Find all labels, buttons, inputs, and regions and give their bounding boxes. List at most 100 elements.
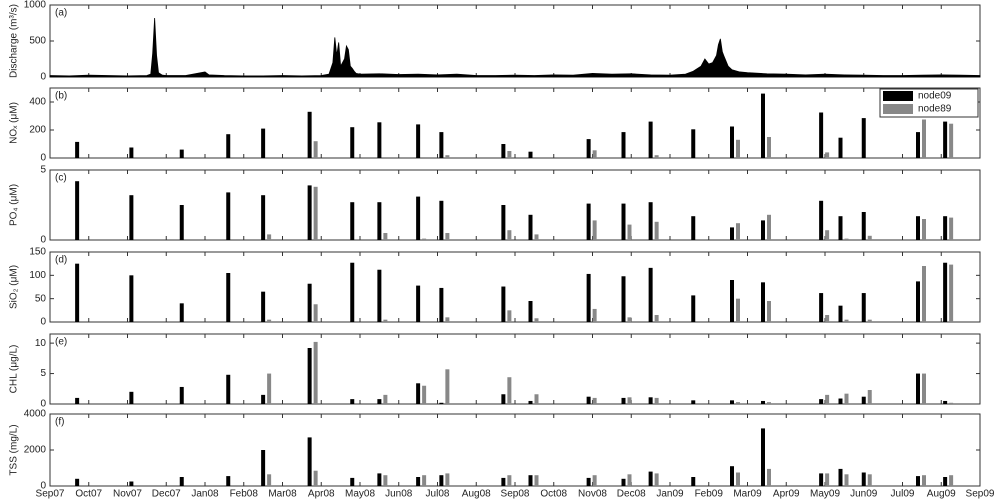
bar xyxy=(867,390,872,404)
bar xyxy=(507,310,512,322)
bar xyxy=(943,477,948,486)
bar xyxy=(586,139,591,158)
bar xyxy=(507,377,512,404)
panel-label: (b) xyxy=(55,91,67,102)
bar xyxy=(761,93,765,158)
bar xyxy=(75,181,80,240)
x-tick-label: Mar08 xyxy=(268,489,297,500)
bar xyxy=(691,400,696,404)
bar xyxy=(916,132,920,158)
y-axis-label: SiO₂ (μM) xyxy=(9,265,20,309)
bar xyxy=(445,473,450,486)
bar xyxy=(307,348,312,404)
bar xyxy=(621,397,626,404)
bar xyxy=(943,216,948,240)
bar xyxy=(844,238,849,240)
y-tick-label: 200 xyxy=(29,125,46,136)
legend-swatch xyxy=(883,91,913,101)
bar xyxy=(592,150,597,158)
bar xyxy=(586,273,591,322)
bar xyxy=(838,398,843,404)
bar xyxy=(350,127,355,158)
bar xyxy=(730,400,734,404)
bar xyxy=(439,402,444,404)
x-tick-label: Jan09 xyxy=(656,489,684,500)
bar xyxy=(507,230,512,240)
bar xyxy=(313,304,318,322)
panel-label: (d) xyxy=(55,255,67,266)
bar xyxy=(129,195,134,240)
bar xyxy=(75,478,80,486)
bar xyxy=(825,394,830,404)
bar xyxy=(261,128,266,158)
y-tick-label: 50 xyxy=(35,293,47,304)
bar xyxy=(445,233,450,240)
bar xyxy=(844,393,849,404)
legend-label: node09 xyxy=(918,91,952,102)
bar xyxy=(730,126,734,158)
x-tick-label: Jun09 xyxy=(850,489,878,500)
bar xyxy=(179,477,184,486)
legend-swatch xyxy=(883,104,913,114)
x-tick-label: Jun08 xyxy=(385,489,413,500)
bar xyxy=(307,437,312,486)
bar xyxy=(528,151,533,158)
x-tick-label: Oct08 xyxy=(540,489,567,500)
bar xyxy=(691,129,696,158)
bar xyxy=(350,399,355,404)
bar xyxy=(867,319,872,322)
bar xyxy=(819,399,824,404)
bar xyxy=(416,285,421,322)
bar xyxy=(730,466,734,486)
bar xyxy=(422,475,427,486)
bar xyxy=(179,205,184,240)
bar xyxy=(422,238,427,240)
discharge-area xyxy=(49,17,981,78)
bar xyxy=(922,119,926,158)
bar xyxy=(445,155,450,158)
bar xyxy=(949,475,954,486)
bar xyxy=(654,155,659,158)
bar xyxy=(501,144,506,158)
bar xyxy=(179,303,184,322)
bar xyxy=(736,223,740,240)
bar xyxy=(736,298,740,322)
bar xyxy=(922,373,926,404)
y-tick-label: 0 xyxy=(40,153,46,164)
bar xyxy=(819,473,824,486)
bar xyxy=(867,474,872,486)
bar xyxy=(226,374,231,404)
bar xyxy=(825,230,830,240)
bar xyxy=(819,112,824,158)
panel-label: (f) xyxy=(55,417,64,428)
bar xyxy=(226,273,231,322)
bar xyxy=(648,471,653,486)
bar xyxy=(501,205,506,240)
bar xyxy=(416,477,421,486)
bar xyxy=(75,141,80,158)
bar xyxy=(267,319,272,322)
bar xyxy=(534,318,539,322)
bar xyxy=(767,468,771,486)
bar xyxy=(654,397,659,404)
x-tick-label: Feb09 xyxy=(695,489,724,500)
bar xyxy=(949,123,954,158)
bar xyxy=(383,394,388,404)
panel-label: (c) xyxy=(55,173,67,184)
bar xyxy=(383,319,388,322)
bar xyxy=(261,195,266,240)
bar xyxy=(129,481,134,486)
bar xyxy=(226,476,231,486)
bar xyxy=(313,470,318,486)
bar xyxy=(267,234,272,240)
bar xyxy=(528,214,533,240)
bar xyxy=(730,227,734,240)
bar xyxy=(586,477,591,486)
bar xyxy=(730,280,734,322)
y-tick-label: 0 xyxy=(40,481,46,492)
y-tick-label: 1000 xyxy=(24,0,47,11)
bar xyxy=(261,450,266,486)
bar xyxy=(416,383,421,404)
legend-label: node89 xyxy=(918,104,952,115)
bar xyxy=(507,475,512,486)
